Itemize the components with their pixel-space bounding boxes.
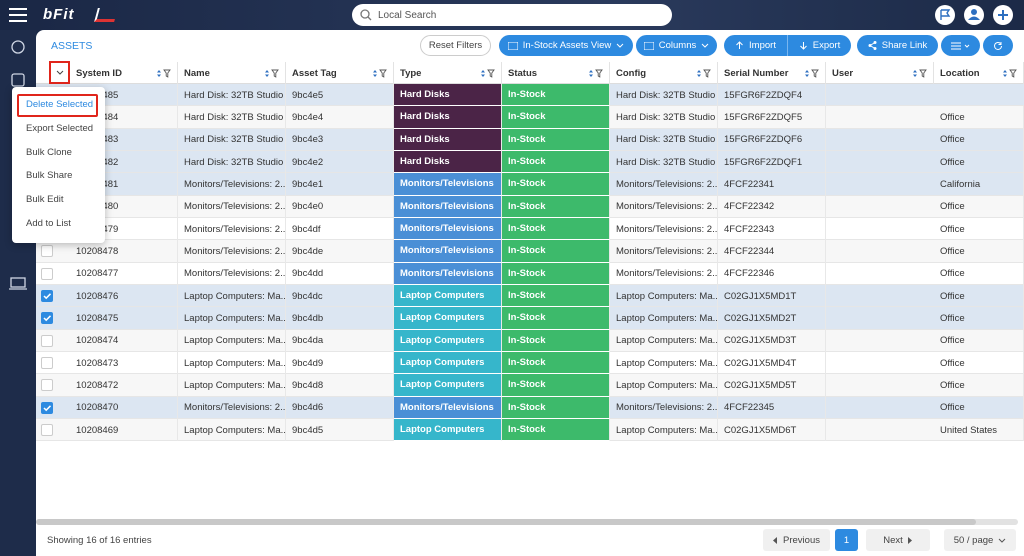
entries-summary: Showing 16 of 16 entries — [47, 535, 152, 546]
scroll-thumb[interactable] — [36, 519, 976, 525]
menu-item[interactable]: Add to List — [26, 218, 71, 229]
view-button[interactable]: In-Stock Assets View — [499, 35, 633, 56]
page-size-select[interactable]: 50 / page — [944, 529, 1016, 551]
laptop-icon[interactable] — [10, 277, 26, 288]
button-label: Share Link — [881, 40, 928, 51]
highlight-box — [17, 94, 98, 117]
list-options-button[interactable] — [941, 35, 980, 56]
assets-icon[interactable] — [11, 73, 25, 87]
columns-button[interactable]: Columns — [636, 35, 717, 56]
menu-item[interactable]: Bulk Clone — [26, 146, 72, 158]
dashboard-icon[interactable] — [11, 40, 25, 54]
page-title: ASSETS — [51, 40, 93, 52]
menu-item[interactable]: Bulk Edit — [26, 194, 64, 206]
button-label: Columns — [658, 40, 697, 51]
search-box[interactable]: Local Search — [352, 4, 672, 26]
sidebar-icons — [9, 40, 27, 290]
page-size-label: 50 / page — [953, 534, 994, 546]
top-actions — [935, 5, 1013, 25]
button-label: Previous — [783, 534, 820, 546]
menu-item[interactable]: Delete Selected — [26, 99, 94, 110]
top-bar: bFit Local Search — [0, 0, 1024, 30]
previous-button[interactable]: Previous — [763, 529, 830, 551]
menu-toggle[interactable] — [9, 8, 27, 22]
refresh-button[interactable] — [983, 35, 1013, 56]
logo-mark — [94, 8, 118, 22]
button-label: Next — [883, 534, 903, 546]
bulk-actions-toggle[interactable] — [49, 61, 70, 84]
flag-button[interactable] — [935, 5, 955, 25]
button-label: Import — [749, 40, 776, 51]
page-button[interactable]: 1 — [835, 529, 858, 551]
button-label: Reset Filters — [428, 40, 483, 51]
button-label: In-Stock Assets View — [522, 40, 612, 51]
search-placeholder: Local Search — [378, 9, 437, 21]
horizontal-scrollbar[interactable] — [36, 519, 1018, 525]
menu-item[interactable]: Bulk Share — [26, 170, 73, 182]
reset-filters-button[interactable]: Reset Filters — [420, 35, 491, 56]
logo[interactable]: bFit — [43, 6, 75, 23]
search-icon — [360, 9, 372, 21]
share-link-button[interactable]: Share Link — [857, 35, 938, 56]
import-button[interactable]: Import — [724, 35, 788, 56]
page-number: 1 — [843, 534, 850, 546]
main-panel — [36, 30, 1024, 556]
next-button[interactable]: Next — [866, 529, 930, 551]
button-label: Export — [812, 40, 841, 51]
menu-item[interactable]: Export Selected — [26, 122, 94, 134]
bulk-actions-menu: Delete Selected Export Selected Bulk Clone… — [12, 87, 105, 243]
export-button[interactable]: Export — [788, 35, 851, 56]
